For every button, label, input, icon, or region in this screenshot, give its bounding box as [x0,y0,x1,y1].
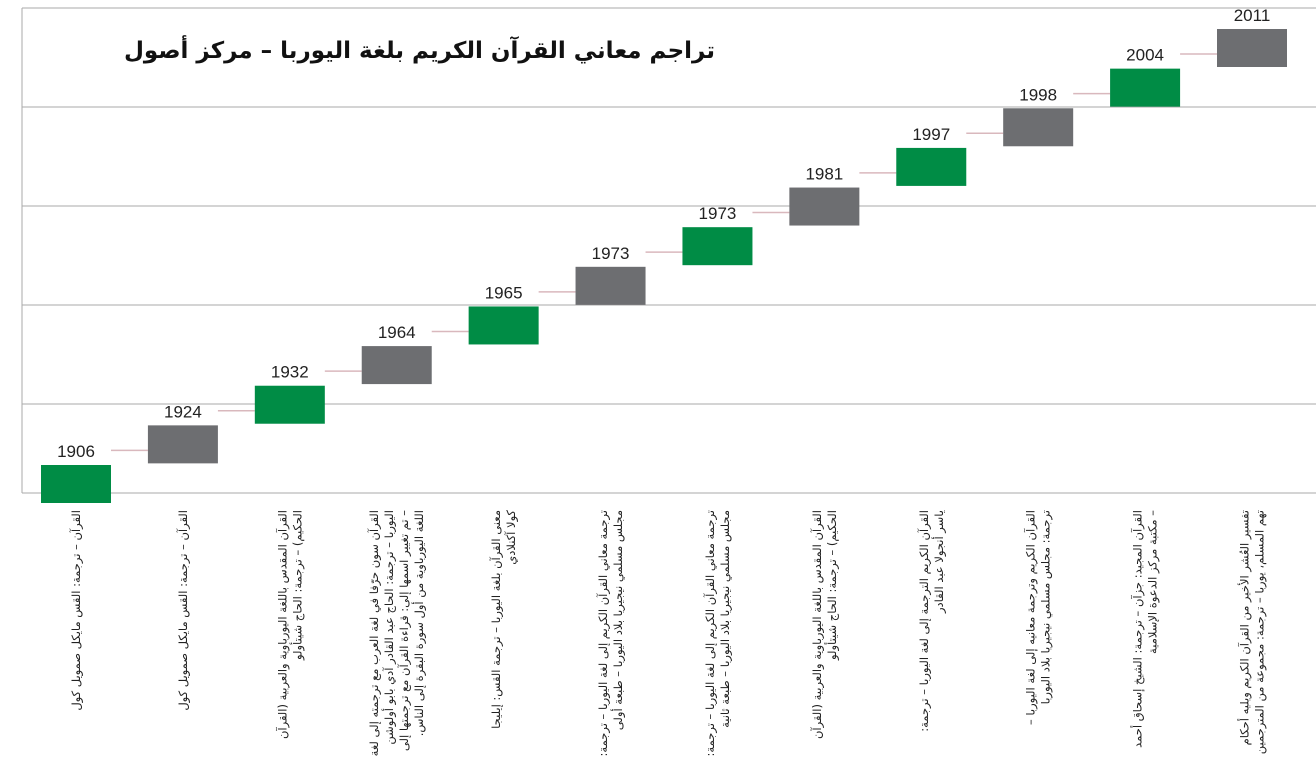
year-label: 2011 [1234,6,1271,25]
item-label: القرآن المجيد: جزآن – ترجمة: الشيخ إسحاق… [1130,510,1161,748]
label-line: القرآن المجيد: جزآن – ترجمة: الشيخ إسحاق… [1130,510,1146,748]
label-line: اللغة اليورباوية من أول سورة البقرة إلى … [411,510,427,736]
year-label: 1973 [592,244,630,263]
year-label: 1981 [805,165,843,184]
step-bar [147,425,218,464]
item-label: القرآن الكريم وترجمة معانيه إلى لغة اليو… [1024,510,1054,725]
title: تراجم معاني القرآن الكريم بلغة اليوربا –… [124,34,715,64]
year-label: 1973 [699,204,737,223]
label-line: القرآن المقدس باللغة اليورباوية والعربية… [275,510,290,739]
label-line: معنى القرآن بلغة اليوربا – ترجمة القس: إ… [489,510,504,729]
item-label: القرآن – ترجمة: القس مايكل صمويل كول [176,510,191,711]
step-bar [254,385,325,424]
label-line: ترجمة معاني القرآن الكريم إلى لغة اليورب… [703,510,718,756]
step-bar [1217,29,1287,67]
step-bar [361,346,432,385]
step-bar [896,147,967,186]
year-label: 1965 [485,283,523,302]
label-line: القرآن – ترجمة: القس مايكل صمويل كول [176,510,191,711]
year-label: 2004 [1126,46,1164,65]
item-label: تفسير العُشر الأخير من القرآن الكريم ويل… [1237,510,1268,754]
item-label: معنى القرآن بلغة اليوربا – ترجمة القس: إ… [489,509,519,728]
label-line: الحكيم) – ترجمة: الحاج شيتأولو [824,510,840,661]
label-line: ترجمة معاني القرآن الكريم إلى لغة اليورب… [596,510,611,756]
label-line: مجلس مسلمي نيجيريا بلاد اليوربا – طبعة ث… [718,510,733,728]
item-label: ترجمة معاني القرآن الكريم إلى لغة اليورب… [596,510,626,756]
step-bar [41,465,111,503]
title-bg [120,30,730,80]
year-label: 1997 [912,125,950,144]
item-label: القرآن المقدس باللغة اليورباوية والعربية… [810,510,840,739]
label-line: القرآن الكريم الترجمة إلى لغة اليوربا – … [917,510,932,732]
step-bar [468,306,539,345]
label-line: الحكيم) – ترجمة: الحاج شيتأولو [289,510,305,661]
item-label: ترجمة معاني القرآن الكريم إلى لغة اليورب… [703,510,733,756]
year-label: 1924 [164,402,202,421]
step-bar [682,227,753,266]
item-label: القرآن المقدس باللغة اليورباوية والعربية… [275,510,305,739]
label-line: القرآن الكريم وترجمة معانيه إلى لغة اليو… [1024,510,1039,725]
item-label: القرآن الكريم الترجمة إلى لغة اليوربا – … [917,510,947,732]
label-line: ترجمة: مجلس مسلمي نيجيريا بلاد اليوربا [1039,510,1054,704]
step-bar [575,266,646,305]
label-line: – مكتبة مركز الدعوة الإسلامية [1146,510,1161,654]
step-bar [1110,68,1181,107]
year-label: 1932 [271,363,309,382]
frame [21,7,1316,494]
label-line: – تم تغيير اسمها إلى: قراءة القرآن مع تر… [397,510,412,751]
year-label: 1906 [57,442,95,461]
label-line: مجلس مسلمي نيجيريا بلاد اليوربا – طبعة أ… [610,510,626,730]
label-line: اليوربا – ترجمة: الحاج عبد القادر آدي با… [381,510,397,745]
label-line: كولا آكنلادي [504,509,519,564]
year-label: 1998 [1019,85,1057,104]
label-line: ياسر أنجولا عبد القادر [931,510,947,614]
item-label: القرآن سون حرّفا في لغة العرب مع ترجمته … [367,510,427,757]
label-line: تفسير العُشر الأخير من القرآن الكريم ويل… [1237,510,1253,745]
label-line: القرآن سون حرّفا في لغة العرب مع ترجمته … [367,510,382,756]
label-line: القرآن المقدس باللغة اليورباوية والعربية… [810,510,825,739]
item-label: القرآن – ترجمة: القس مايكل صمويل كول [69,510,84,711]
step-bar [1003,108,1074,147]
step-bar [789,187,860,226]
year-label: 1964 [378,323,416,342]
label-line: القرآن – ترجمة: القس مايكل صمويل كول [69,510,84,711]
label-line: تهم المسلم، يوربا – ترجمة: مجموعة من الم… [1253,510,1268,754]
